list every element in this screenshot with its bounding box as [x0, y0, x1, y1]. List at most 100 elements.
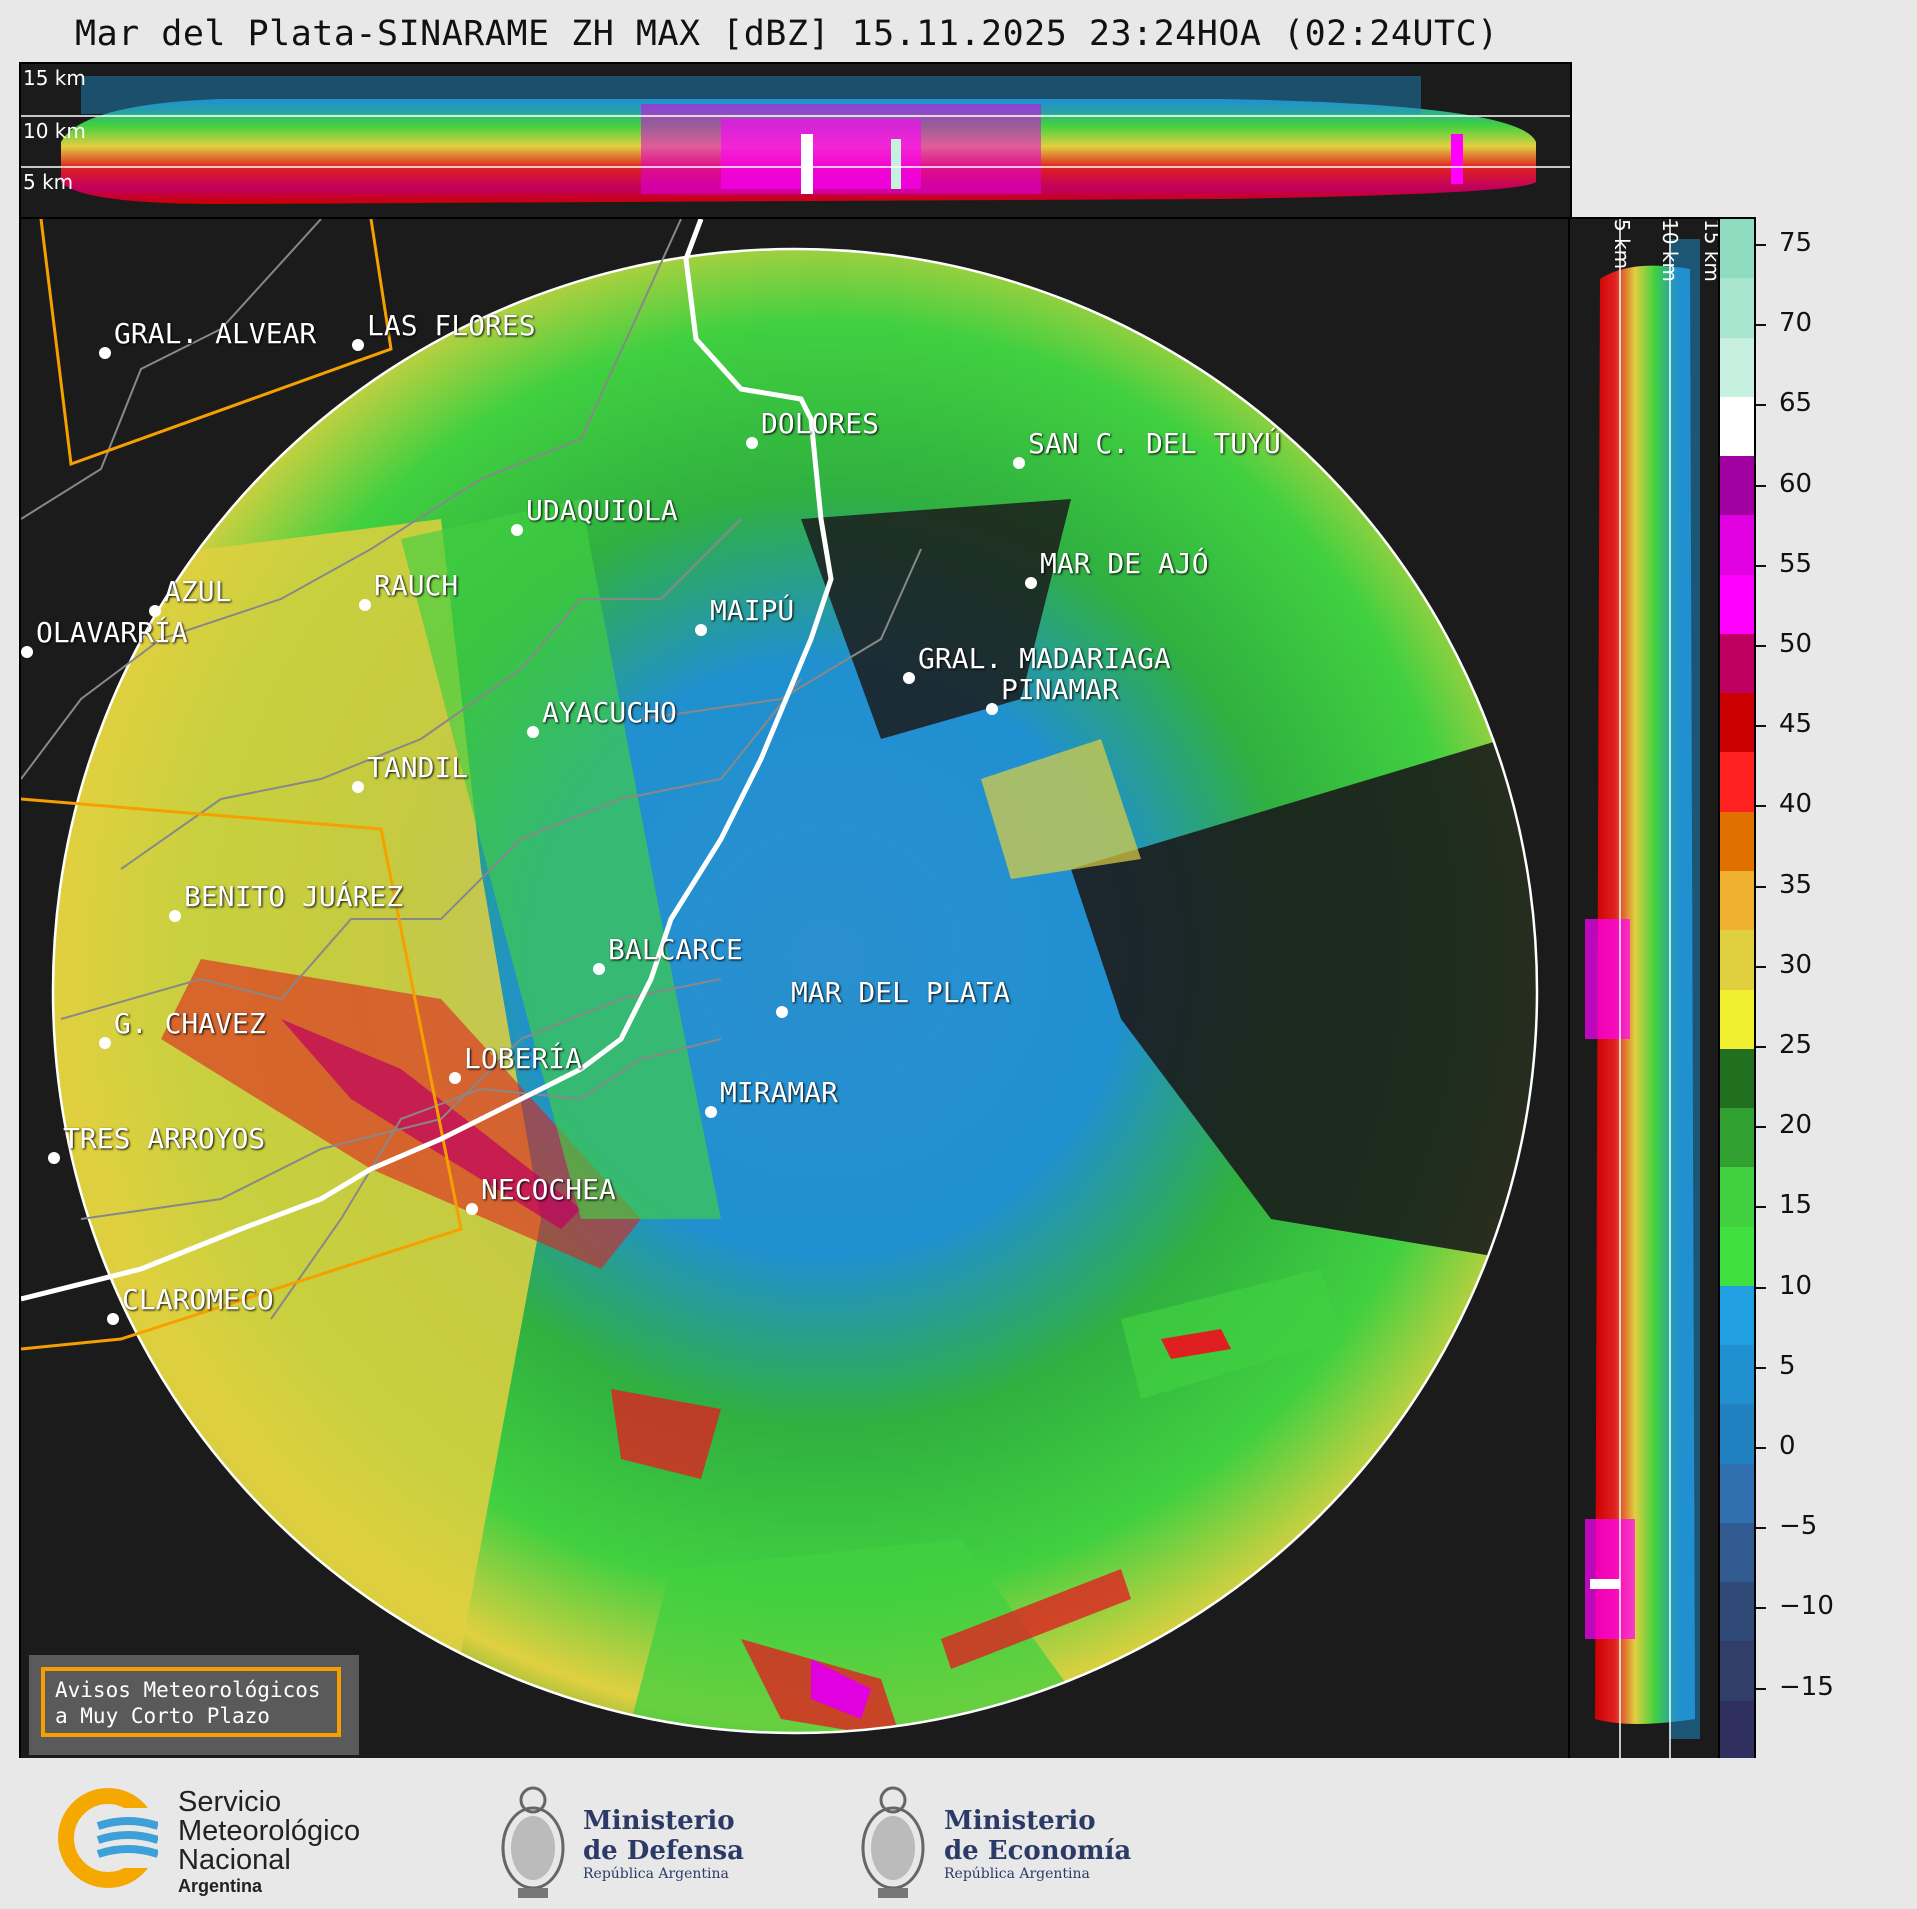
- city-dot: [705, 1106, 717, 1118]
- colorbar-tick-mark: [1756, 244, 1766, 246]
- colorbar-band: [1720, 1582, 1754, 1642]
- smn-logo-icon: [58, 1788, 168, 1888]
- city-dot: [695, 624, 707, 636]
- colorbar-band: [1720, 752, 1754, 813]
- colorbar-band: [1720, 1522, 1754, 1583]
- colorbar-band: [1720, 337, 1754, 398]
- defensa-seal-icon: [493, 1778, 573, 1907]
- right-cross-section-plot: [1585, 219, 1700, 1760]
- city-dot: [1013, 457, 1025, 469]
- colorbar-band: [1720, 515, 1754, 576]
- colorbar-tick-label: 15: [1779, 1190, 1813, 1221]
- colorbar-band: [1720, 1108, 1754, 1168]
- reflectivity-field: [53, 249, 1537, 1733]
- colorbar-band: [1720, 1641, 1754, 1702]
- city-dot: [352, 781, 364, 793]
- dbz-colorbar: [1718, 217, 1756, 1761]
- radar-map-panel: GRAL. ALVEAR LAS FLORES DOLORES SAN C. D…: [19, 217, 1572, 1762]
- colorbar-band: [1720, 456, 1754, 516]
- colorbar-tick-mark: [1756, 1206, 1766, 1209]
- colorbar-band: [1720, 989, 1754, 1050]
- city-dot: [352, 339, 364, 351]
- colorbar-tick-label: 45: [1779, 709, 1813, 740]
- top-label-5km: 5 km: [23, 170, 74, 194]
- top-cross-section-plot: [21, 76, 1570, 204]
- colorbar-band: [1720, 870, 1754, 931]
- avisos-line1: Avisos Meteorológicos: [55, 1678, 321, 1702]
- footer: Servicio Meteorológico Nacional Argentin…: [0, 1758, 1917, 1909]
- colorbar-band: [1720, 1345, 1754, 1405]
- city-dot: [107, 1313, 119, 1325]
- colorbar-tick-mark: [1756, 1687, 1766, 1690]
- defensa-text: Ministerio de Defensa República Argentin…: [583, 1806, 744, 1882]
- colorbar-tick-label: 30: [1779, 949, 1813, 980]
- city-dot: [776, 1006, 788, 1018]
- colorbar-tick-mark: [1756, 885, 1766, 888]
- economia-seal-icon: [853, 1778, 933, 1907]
- colorbar-tick-mark: [1756, 404, 1766, 407]
- colorbar-tick-mark: [1756, 484, 1766, 487]
- colorbar-tick-mark: [1756, 1286, 1766, 1289]
- colorbar-tick-mark: [1756, 1447, 1766, 1449]
- economia-text: Ministerio de Economía República Argenti…: [944, 1806, 1132, 1882]
- colorbar-tick-label: 65: [1779, 388, 1813, 419]
- colorbar-tick-mark: [1756, 1046, 1766, 1048]
- right-label-5km: 5 km: [1610, 219, 1634, 270]
- colorbar-tick-mark: [1756, 965, 1766, 968]
- colorbar-tick-label: 50: [1779, 629, 1813, 659]
- colorbar-tick-label: 5: [1779, 1350, 1796, 1381]
- avisos-box: Avisos Meteorológicos a Muy Corto Plazo: [29, 1655, 359, 1755]
- top-label-15km: 15 km: [23, 66, 86, 90]
- colorbar-band: [1720, 278, 1754, 339]
- colorbar-tick-label: 25: [1779, 1030, 1813, 1060]
- city-dot: [149, 605, 161, 617]
- colorbar-tick-mark: [1756, 324, 1766, 327]
- colorbar-tick-label: 20: [1779, 1110, 1813, 1141]
- city-dot: [99, 347, 111, 359]
- colorbar-band: [1720, 633, 1754, 694]
- colorbar-band: [1720, 1404, 1754, 1465]
- colorbar-band: [1720, 930, 1754, 990]
- colorbar-tick-label: −15: [1779, 1671, 1834, 1702]
- colorbar-tick-label: −10: [1779, 1591, 1834, 1622]
- colorbar-tick-label: 55: [1779, 548, 1813, 579]
- colorbar-band: [1720, 1167, 1754, 1228]
- colorbar-tick-label: 70: [1779, 308, 1813, 339]
- avisos-line2: a Muy Corto Plazo: [55, 1704, 270, 1728]
- colorbar-band: [1720, 693, 1754, 753]
- city-dot: [21, 646, 33, 658]
- radar-map: [21, 219, 1539, 1735]
- colorbar-band: [1720, 1226, 1754, 1287]
- city-dot: [746, 437, 758, 449]
- colorbar-band: [1720, 1285, 1754, 1346]
- city-dot: [527, 726, 539, 738]
- colorbar-band: [1720, 1700, 1754, 1761]
- colorbar-tick-label: 10: [1779, 1270, 1813, 1301]
- colorbar-tick-label: 60: [1779, 468, 1813, 499]
- colorbar-band: [1720, 396, 1754, 457]
- province-outline: [21, 219, 463, 1351]
- district-borders: [21, 219, 922, 1320]
- city-dot: [99, 1037, 111, 1049]
- city-dot: [48, 1152, 60, 1164]
- city-dot: [169, 910, 181, 922]
- colorbar-band: [1720, 574, 1754, 635]
- avisos-frame: Avisos Meteorológicos a Muy Corto Plazo: [41, 1667, 341, 1737]
- coastline: [21, 219, 834, 1302]
- colorbar-band: [1720, 219, 1754, 279]
- city-dot: [359, 599, 371, 611]
- city-dot: [593, 963, 605, 975]
- right-label-15km: 15 km: [1700, 219, 1722, 282]
- right-cross-section-panel: 5 km 10 km 15 km: [1568, 217, 1722, 1762]
- smn-text: Servicio Meteorológico Nacional Argentin…: [178, 1786, 361, 1897]
- colorbar-tick-mark: [1756, 1366, 1766, 1369]
- top-cross-section-panel: 15 km 10 km 5 km: [19, 62, 1572, 221]
- colorbar-band: [1720, 811, 1754, 872]
- city-dot: [466, 1203, 478, 1215]
- colorbar-tick-label: −5: [1779, 1511, 1818, 1542]
- colorbar-tick-mark: [1756, 1607, 1766, 1610]
- colorbar-tick-label: 0: [1779, 1431, 1796, 1461]
- colorbar-tick-label: 35: [1779, 869, 1813, 900]
- city-dot: [449, 1072, 461, 1084]
- colorbar-tick-label: 40: [1779, 789, 1813, 820]
